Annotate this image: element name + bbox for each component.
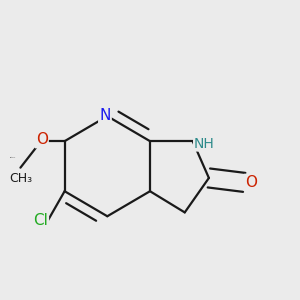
Text: CH₃: CH₃ [9,172,32,185]
Text: O: O [245,175,257,190]
Text: Cl: Cl [33,213,48,228]
Text: methoxy: methoxy [10,157,16,158]
Text: O: O [36,132,48,147]
Text: methoxy: methoxy [15,181,21,182]
Text: NH: NH [194,136,215,151]
Text: N: N [99,108,111,123]
